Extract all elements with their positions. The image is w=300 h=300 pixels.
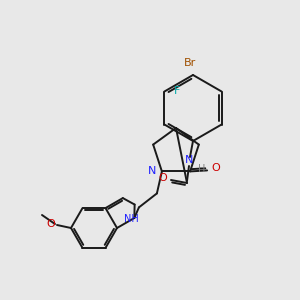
Text: NH: NH	[124, 214, 139, 224]
Text: H: H	[198, 164, 206, 174]
Text: Br: Br	[184, 58, 196, 68]
Text: O: O	[46, 219, 55, 229]
Text: O: O	[158, 173, 167, 183]
Text: O: O	[211, 164, 220, 173]
Text: N: N	[148, 167, 156, 176]
Text: N: N	[185, 155, 193, 165]
Text: F: F	[173, 85, 180, 95]
